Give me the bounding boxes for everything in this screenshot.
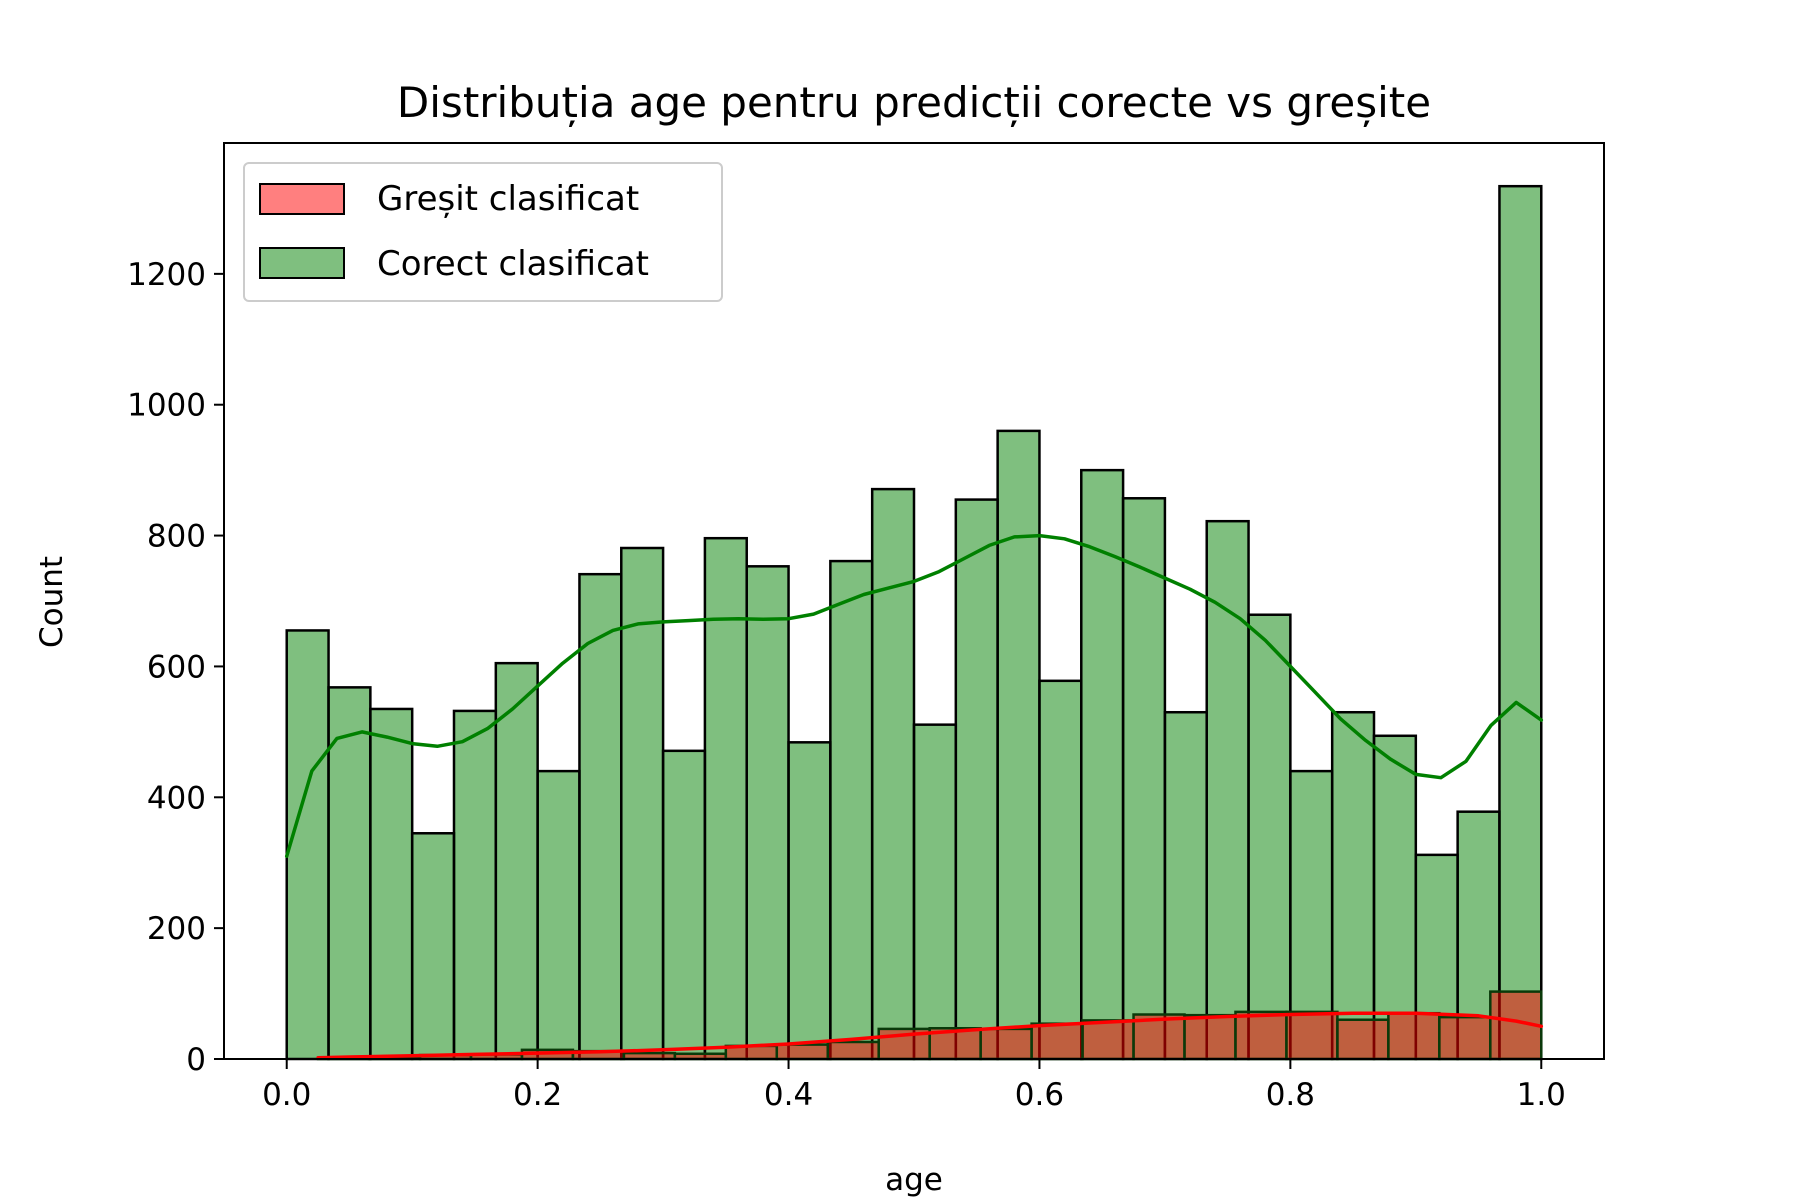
correct-bar-21 [1163, 710, 1208, 1061]
correct-bar-4 [452, 709, 498, 1061]
correct-bar-17 [996, 429, 1041, 1061]
misclassified-bar-19 [1285, 1010, 1339, 1061]
x-tick-label-5: 1.0 [1517, 1077, 1566, 1113]
misclassified-bar-17 [1183, 1013, 1237, 1061]
correct-bar-9 [661, 749, 707, 1061]
misclassified-bar-20 [1336, 1018, 1390, 1061]
legend-swatch-correct [259, 247, 345, 279]
correct-bar-3 [410, 832, 456, 1061]
correct-bar-26 [1372, 734, 1418, 1061]
y-tick-label-2: 400 [147, 780, 206, 816]
misclassified-bar-18 [1234, 1010, 1288, 1061]
correct-bar-1 [327, 686, 372, 1061]
correct-bar-18 [1038, 679, 1083, 1061]
misclassified-bars-group [316, 990, 1543, 1061]
misclassified-bar-9 [775, 1043, 830, 1061]
misclassified-bar-10 [826, 1040, 880, 1061]
correct-bar-13 [829, 559, 874, 1061]
correct-bar-6 [536, 769, 581, 1061]
legend-label-correct: Corect clasificat [377, 244, 649, 284]
y-tick-label-6: 1200 [127, 257, 206, 293]
legend-box [243, 162, 723, 302]
correct-bar-25 [1330, 710, 1376, 1061]
correct-bar-5 [494, 661, 539, 1061]
correct-bar-29 [1498, 184, 1543, 1061]
misclassified-bar-21 [1387, 1011, 1441, 1061]
correct-bars-group [285, 184, 1543, 1061]
y-tick-label-0: 0 [186, 1042, 206, 1078]
y-tick-label-4: 800 [147, 519, 206, 555]
legend-swatch-misclassified [259, 183, 345, 215]
correct-bar-10 [703, 536, 748, 1061]
y-tick-label-3: 600 [147, 649, 206, 685]
legend: Greșit clasificat Corect clasificat [243, 162, 723, 302]
ticks-group: 0.0 0.2 0.4 0.6 0.8 1.0 0 200 400 600 800 1000 1200 [127, 257, 1566, 1113]
y-tick-label-5: 1000 [127, 388, 206, 424]
misclassified-bar-15 [1081, 1019, 1135, 1061]
y-tick-label-1: 200 [147, 911, 206, 947]
y-axis-label: Count [34, 556, 70, 648]
correct-bar-7 [578, 572, 623, 1061]
correct-bar-15 [912, 723, 958, 1061]
correct-bar-14 [870, 487, 916, 1061]
plot-frame [223, 142, 1605, 1060]
correct-kde-line [284, 533, 1544, 858]
x-axis-label: age [885, 1162, 943, 1198]
x-tick-label-3: 0.6 [1015, 1077, 1064, 1113]
correct-bar-16 [954, 498, 999, 1061]
x-tick-label-2: 0.4 [764, 1077, 813, 1113]
misclassified-bar-14 [1030, 1022, 1084, 1061]
misclassified-bar-13 [979, 1027, 1033, 1061]
x-tick-label-1: 0.2 [513, 1077, 562, 1113]
correct-bar-23 [1247, 613, 1292, 1061]
x-tick-label-4: 0.8 [1266, 1077, 1315, 1113]
misclassified-bar-22 [1438, 1015, 1492, 1061]
correct-bar-11 [745, 565, 790, 1061]
correct-bar-0 [285, 629, 330, 1061]
legend-label-misclassified: Greșit clasificat [377, 179, 639, 219]
correct-bar-2 [369, 707, 414, 1061]
misclassified-kde-line [316, 1011, 1544, 1060]
correct-bar-20 [1121, 497, 1167, 1061]
chart-title: Distribuția age pentru predicții corecte… [397, 78, 1431, 127]
x-tick-label-0: 0.0 [262, 1077, 311, 1113]
kde-lines-group [284, 533, 1544, 1060]
correct-bar-12 [787, 741, 832, 1061]
